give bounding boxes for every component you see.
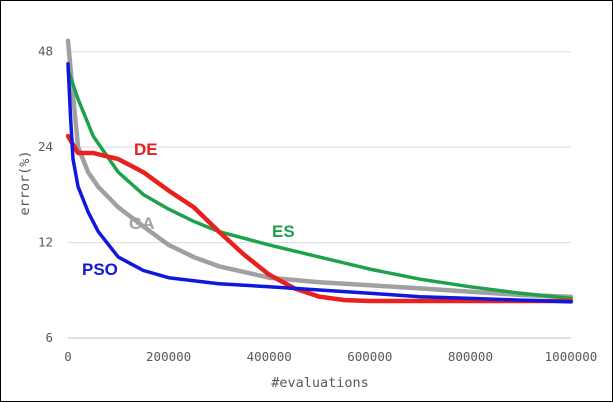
x-axis-label: #evaluations <box>271 375 369 391</box>
y-tick-12: 12 <box>38 235 53 250</box>
series-label-de: DE <box>134 140 158 159</box>
x-tick-1000000: 1000000 <box>545 349 598 364</box>
y-tick-48: 48 <box>38 44 53 59</box>
series-labels: DE GA ES PSO <box>82 140 295 279</box>
series-line-ga <box>65 38 574 299</box>
x-tick-labels: 0 200000 400000 600000 800000 1000000 <box>64 349 597 364</box>
y-tick-labels: 6 12 24 48 <box>38 44 53 345</box>
y-tick-24: 24 <box>38 139 53 154</box>
series-label-ga: GA <box>129 214 155 233</box>
series-label-pso: PSO <box>82 260 118 279</box>
series-lines <box>65 38 574 304</box>
x-tick-600000: 600000 <box>347 349 392 364</box>
series-label-es: ES <box>272 222 295 241</box>
series-line-de <box>65 133 574 304</box>
gridlines <box>68 51 571 339</box>
series-line-pso <box>66 61 573 304</box>
series-line-es <box>66 68 573 301</box>
x-tick-800000: 800000 <box>448 349 493 364</box>
x-tick-200000: 200000 <box>146 349 191 364</box>
x-tick-0: 0 <box>64 349 72 364</box>
x-tick-400000: 400000 <box>247 349 292 364</box>
y-tick-6: 6 <box>45 330 53 345</box>
y-axis-label: error(%) <box>17 150 33 215</box>
